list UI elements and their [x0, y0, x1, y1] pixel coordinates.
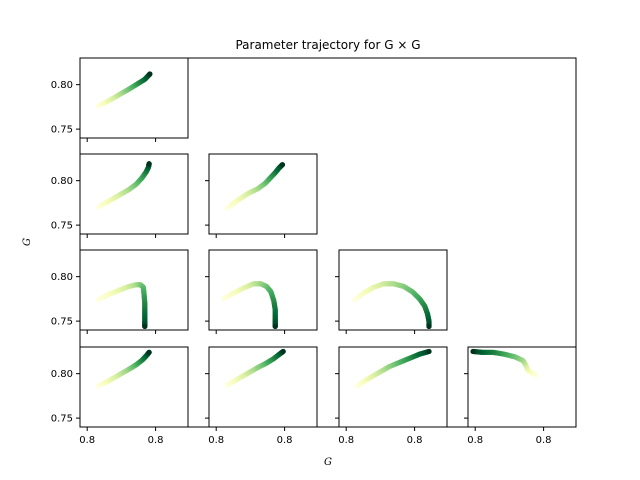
trajectory-end-point — [146, 161, 152, 167]
panel-frame — [79, 153, 189, 235]
x-axis-title: G — [324, 457, 332, 468]
x-tick-label: 0.8 — [536, 435, 552, 446]
panel-r3-c2: 0.8 0.8 — [335, 346, 448, 446]
y-tick-label: 0.80 — [51, 369, 73, 380]
x-tick-label: 0.8 — [467, 435, 483, 446]
y-tick-label: 0.75 — [51, 414, 73, 425]
panel-r3-c3: 0.8 0.8 — [464, 346, 577, 446]
y-axis-title: G — [22, 238, 33, 246]
trajectory-end-point — [426, 323, 432, 330]
panel-frame — [79, 346, 189, 428]
trajectory-end-point — [426, 348, 432, 355]
y-tick-label: 0.80 — [51, 176, 73, 187]
panel-frame — [79, 249, 189, 331]
figure-title: Parameter trajectory for G × G — [235, 38, 420, 52]
panels-layer: 0.750.800.750.800.750.800.750.800.8 0.8 0.… — [51, 57, 577, 446]
trajectory-end-point — [147, 71, 153, 77]
panel-r3-c1: 0.8 0.8 — [205, 346, 318, 446]
trajectory-end-point — [279, 162, 286, 168]
panel-frame — [467, 346, 577, 428]
panel-frame — [338, 249, 448, 331]
panel-frame — [208, 346, 318, 428]
panel-r1-c0: 0.75 0.80 — [51, 153, 189, 238]
y-tick-label: 0.75 — [51, 221, 73, 232]
x-tick-label: 0.8 — [338, 435, 354, 446]
y-tick-label: 0.75 — [51, 317, 73, 328]
panel-r3-c0: 0.75 0.80 0.8 0.8 — [51, 346, 189, 446]
panel-background — [80, 58, 188, 138]
panel-r2-c1 — [205, 249, 318, 334]
y-tick-label: 0.80 — [51, 272, 73, 283]
panel-frame — [338, 346, 448, 428]
x-tick-label: 0.8 — [148, 435, 164, 446]
panel-background — [80, 250, 188, 330]
panel-frame — [208, 153, 318, 235]
trajectory-end-point — [470, 348, 476, 355]
y-tick-label: 0.75 — [51, 125, 73, 136]
x-tick-label: 0.8 — [277, 435, 293, 446]
panel-r2-c2 — [335, 249, 448, 334]
trajectory-end-point — [146, 349, 152, 355]
main-axes-frame — [79, 57, 577, 428]
panel-r1-c1 — [205, 153, 318, 238]
trajectory-end-point — [272, 323, 278, 330]
panel-frame — [208, 249, 318, 331]
panel-background — [80, 154, 188, 234]
x-tick-label: 0.8 — [407, 435, 423, 446]
trajectory-end-point — [280, 348, 286, 355]
trajectory-end-point — [142, 323, 148, 330]
panel-background — [209, 154, 317, 234]
panel-background — [209, 250, 317, 330]
panel-r0-c0: 0.75 0.80 — [51, 57, 189, 142]
x-tick-label: 0.8 — [79, 435, 95, 446]
panel-frame — [79, 57, 189, 139]
panel-r2-c0: 0.75 0.80 — [51, 249, 189, 334]
y-tick-label: 0.80 — [51, 80, 73, 91]
x-tick-label: 0.8 — [208, 435, 224, 446]
